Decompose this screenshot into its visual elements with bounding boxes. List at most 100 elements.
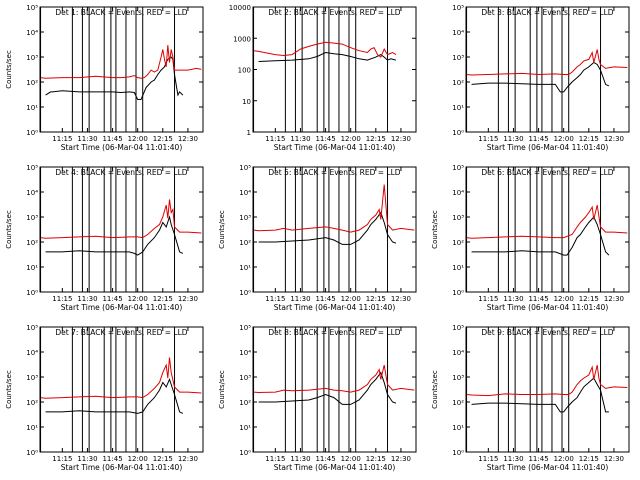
y-tick-label: 10⁴	[239, 189, 251, 197]
events-series-line	[258, 211, 397, 245]
y-tick-label: 10⁵	[26, 4, 38, 12]
panel-det-4: 10⁰ 10¹ 10² 10³ 10⁴ 10⁵ 11:15 11:30 11:45 12:00 12…	[5, 164, 204, 312]
x-axis-label: Start Time (06-Mar-04 11:01:40)	[274, 143, 396, 152]
panel-title: Det 7: BLACK = Events, RED = LLD	[55, 328, 187, 337]
plot-frame	[465, 6, 630, 133]
y-axis-label: Counts/sec	[5, 370, 13, 409]
events-series-line	[45, 378, 184, 414]
y-tick-label: 10³	[26, 54, 38, 62]
panel-title: Det 9: BLACK = Events, RED = LLD	[481, 328, 613, 337]
y-tick-label: 10⁵	[239, 324, 251, 332]
x-tick-label: 12:30	[178, 455, 198, 463]
panel-det-1: 10⁰ 10¹ 10² 10³ 10⁴ 10⁵ 11:15 11:30 11:45 12:00 12…	[5, 4, 204, 152]
panel-title: Det 8: BLACK = Events, RED = LLD	[268, 328, 400, 337]
x-axis-label: Start Time (06-Mar-04 11:01:40)	[61, 303, 183, 312]
y-tick-label: 10⁰	[26, 449, 38, 457]
x-tick-label: 12:00	[554, 295, 574, 303]
y-tick-label: 10¹	[239, 424, 251, 432]
x-tick-label: 11:30	[503, 295, 523, 303]
x-tick-label: 11:30	[503, 135, 523, 143]
x-tick-label: 12:00	[128, 455, 148, 463]
x-tick-label: 12:00	[554, 135, 574, 143]
y-tick-label: 10²	[452, 399, 464, 407]
x-tick-label: 11:15	[478, 455, 498, 463]
x-tick-label: 12:15	[153, 455, 173, 463]
x-tick-label: 11:15	[52, 295, 72, 303]
y-tick-label: 10³	[26, 374, 38, 382]
y-tick-label: 10³	[452, 54, 464, 62]
y-tick-label: 10⁴	[26, 29, 38, 37]
y-axis-label: Counts/sec	[5, 50, 13, 89]
y-tick-label: 10²	[452, 79, 464, 87]
panel-det-9: 10⁰ 10¹ 10² 10³ 10⁴ 10⁵ 11:15 11:30 11:45 12:00 12…	[431, 324, 630, 472]
x-tick-label: 11:45	[528, 455, 548, 463]
events-series-line	[471, 61, 610, 93]
events-series-line	[471, 216, 610, 256]
x-tick-label: 11:30	[290, 295, 310, 303]
y-tick-label: 10¹	[26, 104, 38, 112]
y-tick-label: 10³	[239, 374, 251, 382]
x-tick-label: 11:45	[315, 455, 335, 463]
x-tick-label: 12:30	[391, 135, 411, 143]
events-series-line	[45, 56, 184, 100]
x-tick-label: 12:30	[391, 455, 411, 463]
y-tick-label: 10⁰	[452, 289, 464, 297]
y-tick-label: 1000	[233, 35, 251, 43]
x-tick-label: 11:30	[290, 455, 310, 463]
x-tick-label: 12:15	[366, 135, 386, 143]
plot-frame	[39, 326, 204, 453]
panel-det-8: 10⁰ 10¹ 10² 10³ 10⁴ 10⁵ 11:15 11:30 11:45 12:00 12…	[218, 324, 417, 472]
x-tick-label: 12:15	[366, 455, 386, 463]
y-tick-label: 10⁰	[26, 129, 38, 137]
panel-det-5: 10⁰ 10¹ 10² 10³ 10⁴ 10⁵ 11:15 11:30 11:45 12:00 12…	[218, 164, 417, 312]
x-tick-label: 11:30	[503, 455, 523, 463]
x-tick-label: 11:30	[77, 135, 97, 143]
x-tick-label: 11:15	[52, 135, 72, 143]
lld-series-line	[253, 184, 415, 233]
x-tick-label: 11:45	[528, 135, 548, 143]
y-tick-label: 10⁵	[452, 164, 464, 172]
y-tick-label: 10³	[452, 214, 464, 222]
events-series-line	[258, 371, 397, 405]
panel-title: Det 5: BLACK = Events, RED = LLD	[268, 168, 400, 177]
x-tick-label: 11:15	[52, 455, 72, 463]
x-axis-label: Start Time (06-Mar-04 11:01:40)	[61, 463, 183, 472]
y-tick-label: 10	[242, 98, 251, 106]
y-tick-label: 1	[247, 129, 251, 137]
y-axis-label: Counts/sec	[431, 210, 439, 249]
x-tick-label: 12:15	[579, 135, 599, 143]
y-tick-label: 10²	[26, 239, 38, 247]
x-axis-label: Start Time (06-Mar-04 11:01:40)	[487, 143, 609, 152]
y-tick-label: 10²	[452, 239, 464, 247]
events-series-line	[471, 377, 609, 413]
y-tick-label: 10³	[239, 214, 251, 222]
x-tick-label: 12:30	[604, 455, 624, 463]
x-tick-label: 12:30	[178, 295, 198, 303]
plot-frame	[39, 166, 204, 293]
y-tick-label: 10²	[26, 79, 38, 87]
plot-frame	[252, 166, 417, 293]
y-tick-label: 10³	[452, 374, 464, 382]
y-axis-label: Counts/sec	[218, 210, 226, 249]
y-tick-label: 10¹	[452, 264, 464, 272]
x-tick-label: 11:15	[265, 295, 285, 303]
plot-frame	[465, 326, 630, 453]
y-axis-label: Counts/sec	[5, 210, 13, 249]
y-tick-label: 10⁴	[452, 349, 464, 357]
x-tick-label: 11:45	[102, 135, 122, 143]
lld-series-line	[466, 49, 628, 76]
y-tick-label: 10⁰	[452, 449, 464, 457]
y-tick-label: 10⁵	[452, 4, 464, 12]
y-tick-label: 10⁴	[452, 189, 464, 197]
y-tick-label: 10¹	[26, 424, 38, 432]
x-tick-label: 12:00	[554, 455, 574, 463]
y-axis-label: Counts/sec	[218, 370, 226, 409]
panel-title: Det 2: BLACK = Events, RED = LLD	[268, 8, 400, 17]
x-tick-label: 12:30	[391, 295, 411, 303]
panel-title: Det 3: BLACK = Events, RED = LLD	[481, 8, 613, 17]
panel-det-3: 10⁰ 10¹ 10² 10³ 10⁴ 10⁵ 11:15 11:30 11:45 12:00 12…	[452, 4, 630, 152]
events-series-line	[258, 51, 397, 62]
x-tick-label: 11:30	[77, 295, 97, 303]
y-tick-label: 10⁵	[26, 324, 38, 332]
x-tick-label: 12:30	[604, 135, 624, 143]
